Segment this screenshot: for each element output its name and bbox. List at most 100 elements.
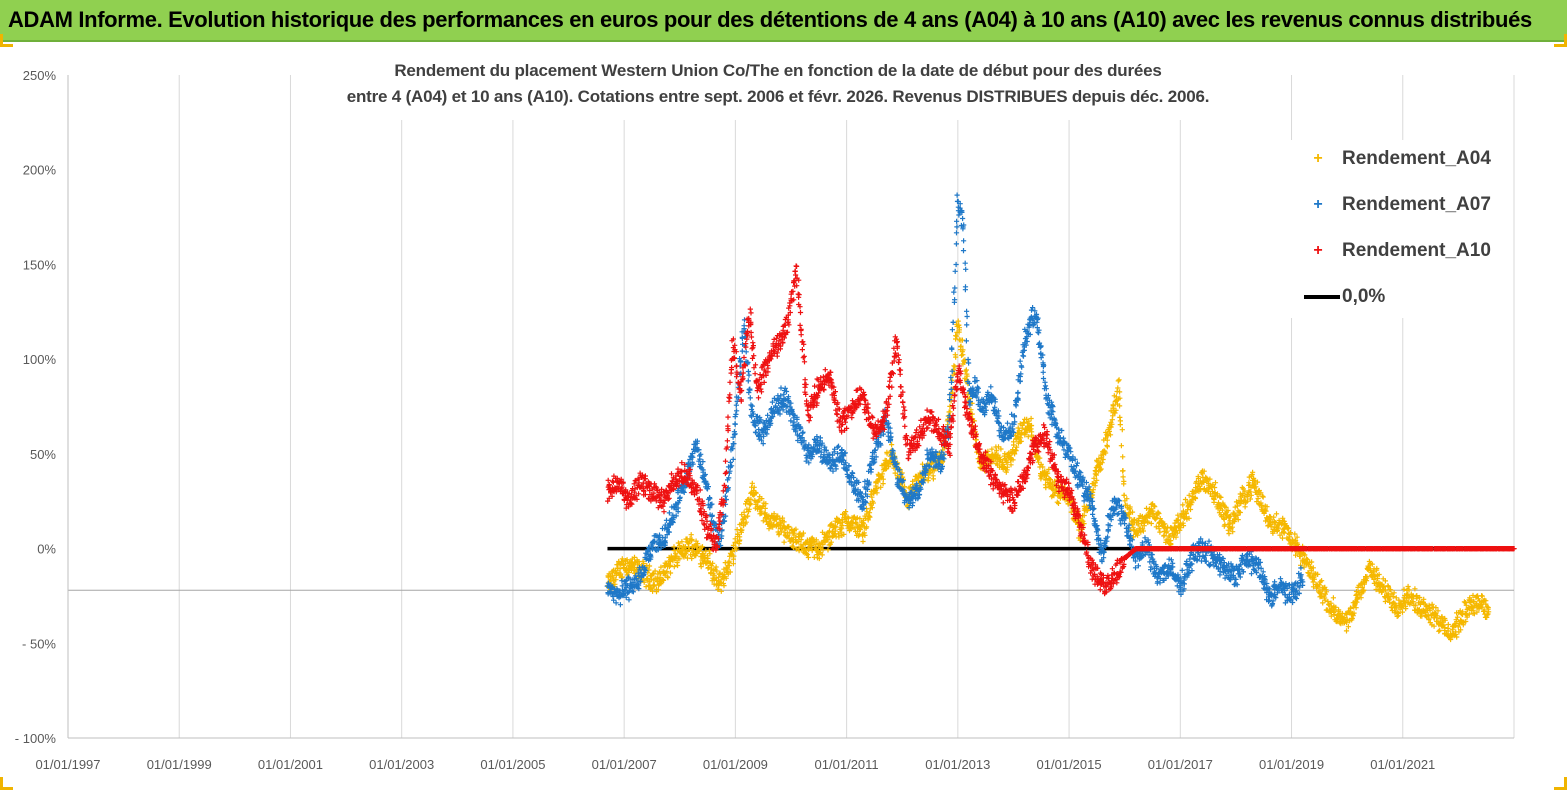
scatter-point-a04 [863, 525, 869, 531]
scatter-point-a04 [1109, 421, 1115, 427]
scatter-point-a04 [793, 539, 799, 546]
scatter-point-a10 [697, 487, 703, 493]
scatter-point-a04 [960, 352, 966, 358]
scatter-point-a07 [964, 322, 970, 328]
scatter-point-a04 [956, 322, 962, 328]
scatter-point-a04 [743, 519, 749, 525]
scatter-point-a04 [1341, 614, 1347, 620]
scatter-point-a07 [964, 313, 970, 320]
scatter-point-a04 [1273, 511, 1280, 517]
scatter-point-a04 [1130, 524, 1136, 530]
scatter-point-a10 [798, 326, 804, 332]
scatter-point-a04 [1364, 575, 1370, 581]
scatter-point-a10 [794, 263, 800, 269]
scatter-point-a04 [1097, 467, 1103, 473]
scatter-point-a04 [1175, 517, 1181, 523]
scatter-point-a04 [1244, 498, 1250, 504]
scatter-point-a04 [1026, 418, 1032, 424]
scatter-point-a04 [880, 476, 886, 482]
scatter-point-a04 [699, 544, 706, 550]
scatter-point-a04 [655, 587, 661, 593]
scatter-point-a04 [1394, 613, 1400, 619]
scatter-point-a07 [1011, 414, 1018, 420]
scatter-point-a04 [1035, 459, 1042, 465]
scatter-point-a04 [1417, 601, 1424, 607]
scatter-point-a04 [1375, 575, 1381, 582]
scatter-point-a04 [1187, 506, 1194, 513]
scatter-point-a04 [1316, 582, 1322, 588]
scatter-point-a04 [878, 484, 884, 490]
scatter-point-a04 [751, 484, 757, 490]
scatter-point-a04 [1414, 593, 1420, 599]
scatter-point-a04 [1285, 525, 1292, 531]
series-rendement_a04 [605, 318, 1492, 643]
scatter-point-a04 [1210, 482, 1216, 488]
scatter-point-a04 [1348, 605, 1354, 611]
scatter-point-a04 [1092, 471, 1098, 477]
scatter-point-a04 [1319, 578, 1325, 584]
scatter-point-a07 [677, 494, 683, 500]
scatter-point-a04 [1281, 529, 1287, 535]
scatter-point-a04 [758, 508, 764, 514]
scatter-point-a04 [748, 501, 754, 507]
scatter-point-a04 [1326, 601, 1332, 607]
scatter-point-a04 [840, 519, 846, 525]
scatter-point-a04 [1129, 509, 1136, 515]
scatter-point-a04 [1244, 494, 1250, 500]
scatter-point-a07 [1004, 420, 1011, 426]
scatter-point-a07 [949, 327, 955, 333]
scatter-point-a04 [1264, 504, 1270, 510]
scatter-point-a04 [1226, 531, 1232, 537]
scatter-point-a04 [1229, 524, 1235, 530]
scatter-point-a04 [1024, 429, 1030, 435]
scatter-point-a10 [722, 458, 729, 464]
scatter-point-a07 [951, 289, 957, 295]
scatter-point-a04 [1100, 456, 1106, 463]
scatter-point-a04 [813, 537, 819, 543]
scatter-point-a04 [781, 539, 787, 545]
scatter-point-a04 [1054, 499, 1060, 505]
scatter-point-a04 [775, 513, 781, 519]
scatter-point-a04 [879, 473, 885, 479]
scatter-point-a10 [751, 353, 757, 359]
scatter-point-a04 [1011, 442, 1017, 448]
scatter-point-a10 [796, 292, 802, 298]
scatter-point-a04 [1047, 477, 1053, 483]
scatter-point-a04 [1025, 434, 1031, 440]
scatter-point-a04 [737, 537, 743, 543]
scatter-point-a04 [1247, 489, 1253, 495]
scatter-point-a10 [797, 322, 803, 328]
scatter-point-a07 [1298, 565, 1304, 571]
scatter-point-a10 [800, 339, 806, 345]
scatter-point-a04 [1040, 464, 1046, 470]
scatter-point-a04 [843, 509, 849, 515]
scatter-point-a04 [731, 553, 737, 559]
scatter-point-a04 [1330, 595, 1336, 601]
scatter-point-a04 [666, 563, 673, 570]
scatter-point-a07 [954, 192, 960, 198]
scatter-point-a04 [706, 548, 712, 554]
scatter-point-a04 [1399, 609, 1405, 615]
scatter-point-a04 [743, 501, 749, 507]
scatter-point-a04 [1136, 515, 1142, 521]
scatter-point-a04 [747, 502, 753, 508]
scatter-point-a04 [825, 547, 831, 553]
scatter-point-a07 [952, 285, 958, 291]
scatter-point-a04 [875, 479, 881, 485]
scatter-point-a04 [1119, 427, 1125, 433]
scatter-point-a04 [806, 546, 812, 553]
scatter-point-a10 [748, 310, 754, 316]
scatter-point-a04 [1124, 496, 1130, 502]
scatter-point-a07 [961, 238, 967, 244]
scatter-point-a04 [838, 529, 844, 535]
scatter-point-a07 [746, 372, 752, 378]
scatter-point-a04 [619, 556, 625, 562]
scatter-point-a04 [1117, 418, 1123, 424]
scatter-point-a04 [1413, 602, 1419, 608]
scatter-point-a07 [1073, 463, 1080, 469]
scatter-point-a04 [1334, 617, 1340, 623]
scatter-point-a04 [839, 522, 845, 529]
chart-plot-area [604, 192, 1517, 643]
scatter-point-a04 [723, 575, 729, 581]
scatter-point-a04 [1309, 559, 1315, 565]
